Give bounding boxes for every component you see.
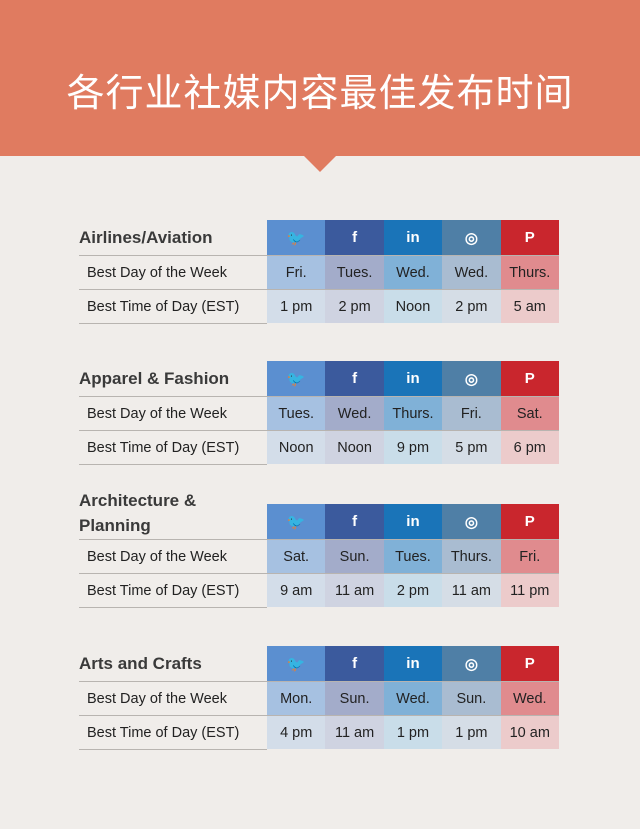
divider [79, 464, 267, 465]
pinterest-icon: P [500, 504, 559, 539]
cell: Wed. [325, 397, 384, 430]
linkedin-icon: in [383, 220, 443, 255]
cell: Wed. [442, 256, 501, 289]
cell: 10 am [500, 716, 559, 749]
cell: Fri. [442, 397, 501, 430]
platform-header-row: 🐦 f in ◎ P [267, 504, 559, 539]
twitter-icon: 🐦 [267, 504, 326, 539]
facebook-icon: f [325, 220, 384, 255]
facebook-icon: f [325, 646, 384, 681]
divider [79, 749, 267, 750]
industry-table: Airlines/Aviation 🐦 f in ◎ P Best Day of the W… [79, 220, 559, 324]
divider [79, 323, 267, 324]
platform-header-row: 🐦 f in ◎ P [267, 646, 559, 681]
time-row: Best Time of Day (EST) 1 pm 2 pm Noon 2 pm 5 … [79, 289, 559, 323]
cell: 9 pm [383, 431, 443, 464]
cell: 11 am [325, 574, 384, 607]
cell: Thurs. [500, 256, 559, 289]
cell: Mon. [267, 682, 326, 715]
platform-header-row: 🐦 f in ◎ P [267, 220, 559, 255]
cell: Sat. [500, 397, 559, 430]
row-label: Best Day of the Week [87, 405, 227, 422]
cell: Sun. [325, 540, 384, 573]
page-title: 各行业社媒内容最佳发布时间 [66, 73, 574, 115]
pinterest-icon: P [500, 220, 559, 255]
cell: 2 pm [383, 574, 443, 607]
linkedin-icon: in [383, 504, 443, 539]
cell: Noon [383, 290, 443, 323]
cell: 9 am [267, 574, 326, 607]
instagram-icon: ◎ [442, 361, 501, 396]
industry-title: Airlines/Aviation [79, 228, 213, 247]
row-label: Best Day of the Week [87, 548, 227, 565]
row-label: Best Time of Day (EST) [87, 298, 240, 315]
divider [79, 607, 267, 608]
row-label: Best Day of the Week [87, 690, 227, 707]
cell: 1 pm [383, 716, 443, 749]
platform-header-row: 🐦 f in ◎ P [267, 361, 559, 396]
cell: Sun. [442, 682, 501, 715]
header-banner: 各行业社媒内容最佳发布时间 [0, 0, 640, 156]
industry-table: Arts and Crafts 🐦 f in ◎ P Best Day of the Wee… [79, 646, 559, 750]
cell: 5 am [500, 290, 559, 323]
linkedin-icon: in [383, 361, 443, 396]
cell: Wed. [383, 256, 443, 289]
instagram-icon: ◎ [442, 646, 501, 681]
time-row: Best Time of Day (EST) 9 am 11 am 2 pm 11 am… [79, 573, 559, 607]
cell: Wed. [383, 682, 443, 715]
row-label: Best Time of Day (EST) [87, 582, 240, 599]
cell: 11 pm [500, 574, 559, 607]
day-row: Best Day of the Week Mon. Sun. Wed. Sun. Wed. [79, 681, 559, 715]
cell: Sat. [267, 540, 326, 573]
instagram-icon: ◎ [442, 220, 501, 255]
twitter-icon: 🐦 [267, 220, 326, 255]
cell: Thurs. [383, 397, 443, 430]
banner-pointer [304, 156, 336, 172]
cell: 6 pm [500, 431, 559, 464]
facebook-icon: f [325, 361, 384, 396]
cell: Fri. [267, 256, 326, 289]
cell: Noon [325, 431, 384, 464]
day-row: Best Day of the Week Tues. Wed. Thurs. Fri. S… [79, 396, 559, 430]
industry-table: Architecture & Planning 🐦 f in ◎ P Best Day of… [79, 491, 559, 608]
cell: Wed. [500, 682, 559, 715]
row-label: Best Day of the Week [87, 264, 227, 281]
facebook-icon: f [325, 504, 384, 539]
row-label: Best Time of Day (EST) [87, 439, 240, 456]
industry-title: Architecture & Planning [79, 491, 197, 535]
cell: 2 pm [325, 290, 384, 323]
pinterest-icon: P [500, 361, 559, 396]
cell: Tues. [267, 397, 326, 430]
twitter-icon: 🐦 [267, 646, 326, 681]
time-row: Best Time of Day (EST) Noon Noon 9 pm 5 pm 6 … [79, 430, 559, 464]
cell: 2 pm [442, 290, 501, 323]
pinterest-icon: P [500, 646, 559, 681]
twitter-icon: 🐦 [267, 361, 326, 396]
cell: 4 pm [267, 716, 326, 749]
cell: Tues. [325, 256, 384, 289]
instagram-icon: ◎ [442, 504, 501, 539]
row-label: Best Time of Day (EST) [87, 724, 240, 741]
cell: 1 pm [442, 716, 501, 749]
day-row: Best Day of the Week Sat. Sun. Tues. Thurs. F… [79, 539, 559, 573]
time-row: Best Time of Day (EST) 4 pm 11 am 1 pm 1 pm 1… [79, 715, 559, 749]
cell: Noon [267, 431, 326, 464]
day-row: Best Day of the Week Fri. Tues. Wed. Wed. Thu… [79, 255, 559, 289]
cell: 11 am [442, 574, 501, 607]
cell: 11 am [325, 716, 384, 749]
industry-title: Arts and Crafts [79, 654, 202, 673]
industry-table: Apparel & Fashion 🐦 f in ◎ P Best Day of the W… [79, 361, 559, 465]
cell: Thurs. [442, 540, 501, 573]
cell: 1 pm [267, 290, 326, 323]
industry-title: Apparel & Fashion [79, 369, 230, 388]
cell: Sun. [325, 682, 384, 715]
cell: 5 pm [442, 431, 501, 464]
linkedin-icon: in [383, 646, 443, 681]
cell: Fri. [500, 540, 559, 573]
cell: Tues. [383, 540, 443, 573]
